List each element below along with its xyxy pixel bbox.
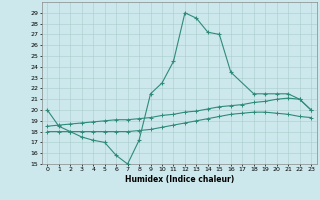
X-axis label: Humidex (Indice chaleur): Humidex (Indice chaleur) <box>124 175 234 184</box>
